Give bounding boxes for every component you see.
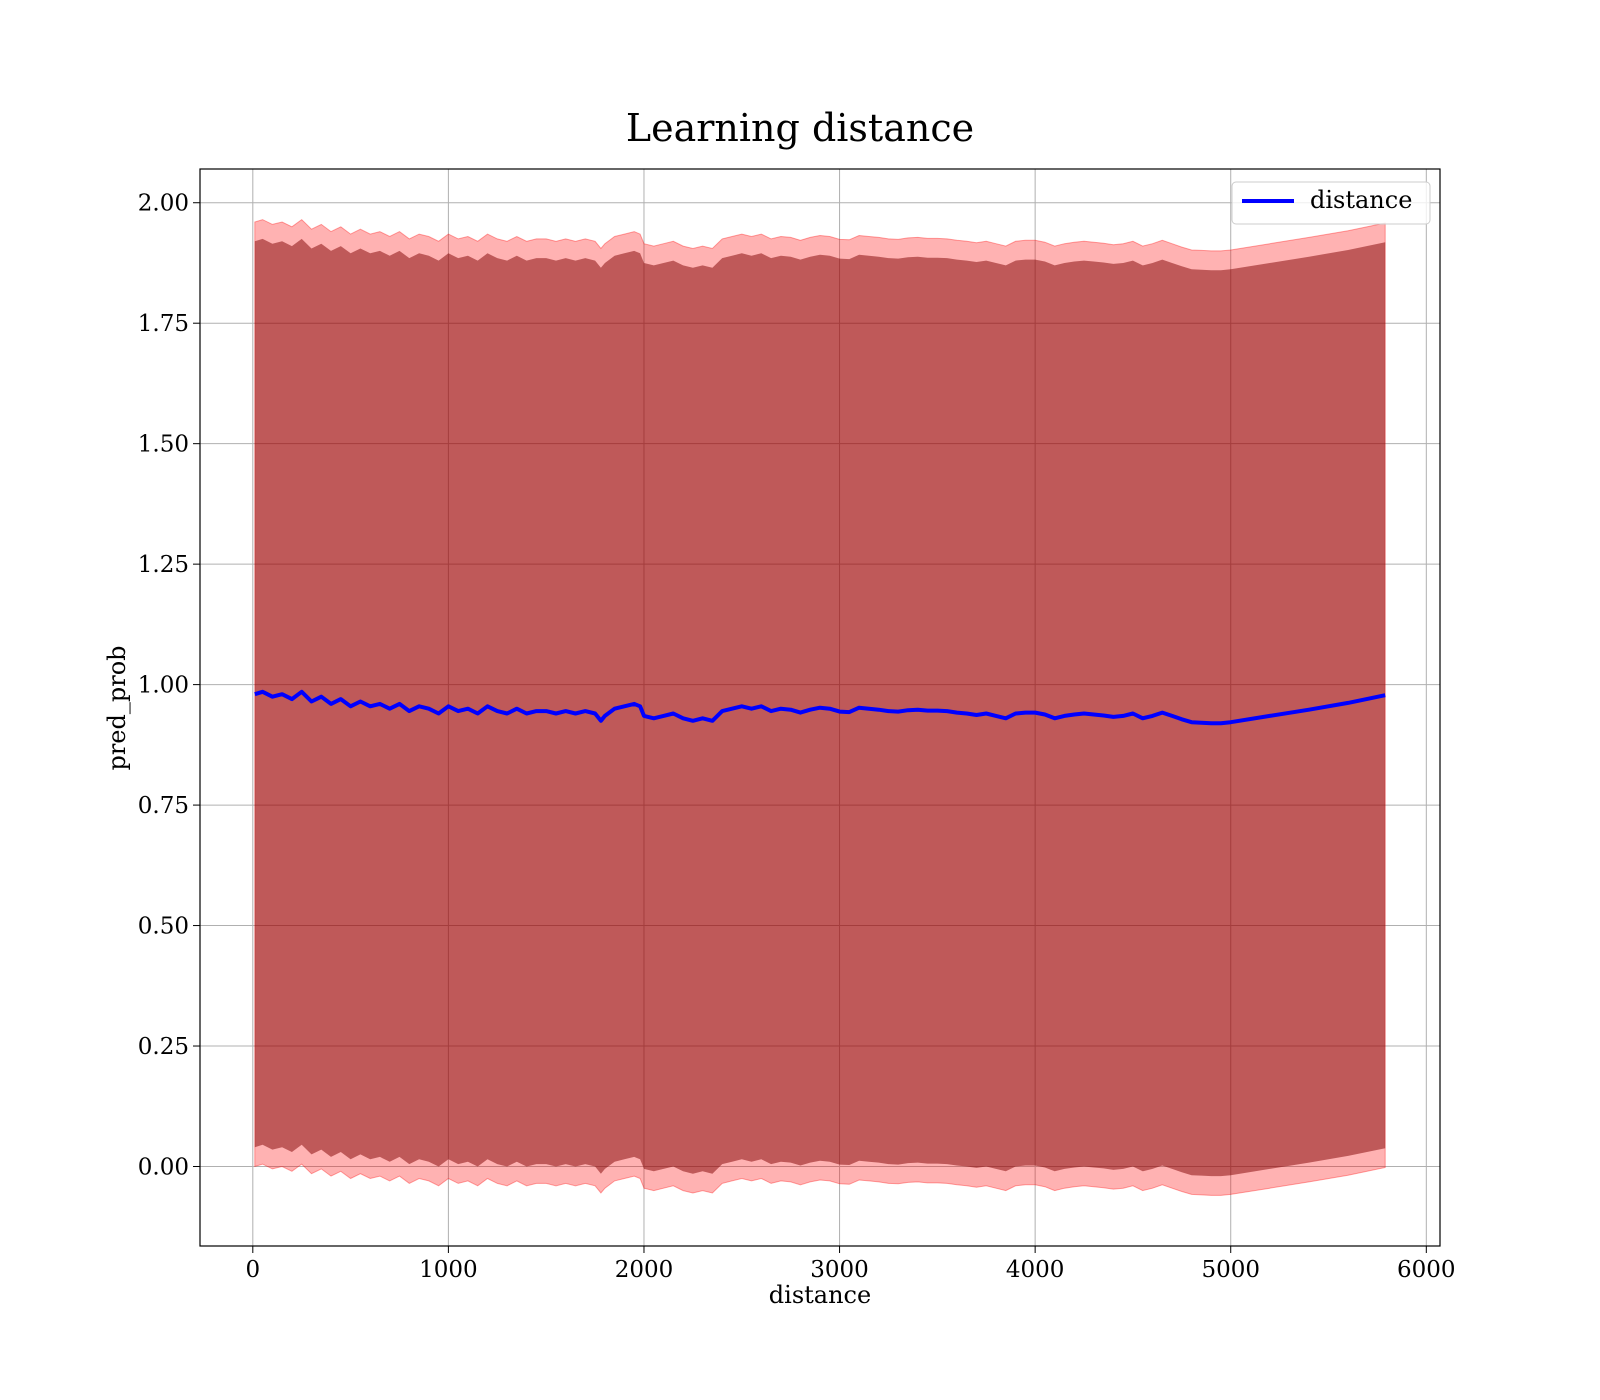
- x-tick-label: 3000: [810, 1257, 869, 1283]
- plot-area-frame: [199, 168, 1441, 1247]
- y-axis-label: pred_prob: [103, 645, 131, 770]
- x-tick-label: 4000: [1006, 1257, 1065, 1283]
- y-tick-label: 1.75: [138, 311, 189, 337]
- x-tick-label: 0: [245, 1257, 260, 1283]
- y-tick-label: 1.25: [138, 552, 189, 578]
- x-tick-label: 6000: [1397, 1257, 1456, 1283]
- y-tick-label: 1.50: [138, 432, 189, 458]
- y-tick-label: 0.25: [138, 1034, 189, 1060]
- y-tick-label: 0.00: [138, 1154, 189, 1180]
- legend-box: [1231, 181, 1431, 225]
- y-tick-label: 1.00: [138, 673, 189, 699]
- y-tick-label: 0.75: [138, 793, 189, 819]
- x-tick-label: 1000: [419, 1257, 478, 1283]
- series-lines: [254, 689, 1386, 726]
- legend: distance: [1231, 181, 1431, 225]
- y-tick-label: 2.00: [138, 191, 189, 217]
- x-tick-label: 5000: [1201, 1257, 1260, 1283]
- legend-label-distance: distance: [1310, 186, 1412, 214]
- x-axis-ticks: 0 1000 2000 3000 4000 5000 6000: [245, 1246, 1456, 1283]
- x-axis-label: distance: [769, 1281, 871, 1309]
- chart-title: Learning distance: [626, 106, 974, 150]
- y-axis-ticks: 0.00 0.25 0.50 0.75 1.00 1.25 1.50 1.75 2.00: [138, 191, 200, 1180]
- series-line-distance: [254, 689, 1386, 726]
- x-tick-label: 2000: [615, 1257, 674, 1283]
- y-tick-label: 0.50: [138, 914, 189, 940]
